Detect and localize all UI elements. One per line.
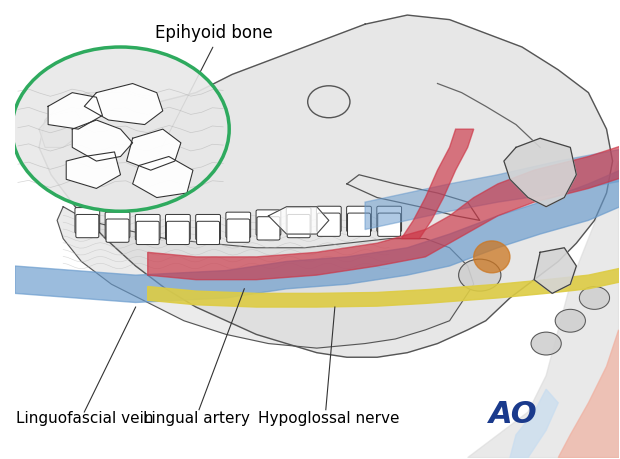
FancyBboxPatch shape xyxy=(378,213,401,236)
FancyBboxPatch shape xyxy=(196,214,221,240)
FancyBboxPatch shape xyxy=(256,210,281,235)
Polygon shape xyxy=(401,129,474,239)
FancyBboxPatch shape xyxy=(347,206,371,232)
FancyBboxPatch shape xyxy=(166,214,190,240)
Circle shape xyxy=(12,47,229,211)
FancyBboxPatch shape xyxy=(377,206,402,232)
FancyBboxPatch shape xyxy=(287,214,310,238)
Polygon shape xyxy=(73,120,133,161)
Polygon shape xyxy=(510,389,558,458)
Circle shape xyxy=(459,259,501,291)
FancyBboxPatch shape xyxy=(135,214,160,240)
Polygon shape xyxy=(467,161,619,458)
Text: Hypoglossal nerve: Hypoglossal nerve xyxy=(258,411,399,426)
FancyBboxPatch shape xyxy=(227,219,250,242)
FancyBboxPatch shape xyxy=(317,213,340,236)
FancyBboxPatch shape xyxy=(166,221,189,245)
Ellipse shape xyxy=(474,241,510,273)
Circle shape xyxy=(556,309,585,332)
Polygon shape xyxy=(48,93,102,129)
Polygon shape xyxy=(126,129,181,170)
FancyBboxPatch shape xyxy=(348,213,371,236)
FancyBboxPatch shape xyxy=(75,207,100,233)
Polygon shape xyxy=(504,138,577,207)
FancyBboxPatch shape xyxy=(316,206,341,232)
FancyBboxPatch shape xyxy=(76,214,99,238)
Polygon shape xyxy=(15,166,620,302)
Polygon shape xyxy=(558,330,620,458)
Text: AO: AO xyxy=(489,400,538,429)
Polygon shape xyxy=(133,157,193,197)
FancyBboxPatch shape xyxy=(105,212,130,238)
Polygon shape xyxy=(534,248,577,293)
FancyBboxPatch shape xyxy=(226,212,250,238)
FancyBboxPatch shape xyxy=(136,221,159,245)
FancyBboxPatch shape xyxy=(197,221,219,245)
Polygon shape xyxy=(365,147,620,230)
Polygon shape xyxy=(148,143,620,280)
FancyBboxPatch shape xyxy=(286,207,311,233)
Polygon shape xyxy=(57,207,474,348)
Text: Linguofascial vein: Linguofascial vein xyxy=(16,411,153,426)
Circle shape xyxy=(531,332,561,355)
Text: Epihyoid bone: Epihyoid bone xyxy=(155,24,273,42)
Polygon shape xyxy=(39,111,87,147)
Polygon shape xyxy=(84,84,163,124)
Polygon shape xyxy=(148,266,620,307)
FancyBboxPatch shape xyxy=(257,217,280,240)
Polygon shape xyxy=(39,15,613,357)
Polygon shape xyxy=(66,152,120,189)
Polygon shape xyxy=(268,207,329,234)
FancyBboxPatch shape xyxy=(106,219,129,242)
Text: Lingual artery: Lingual artery xyxy=(143,411,249,426)
Circle shape xyxy=(579,286,609,309)
